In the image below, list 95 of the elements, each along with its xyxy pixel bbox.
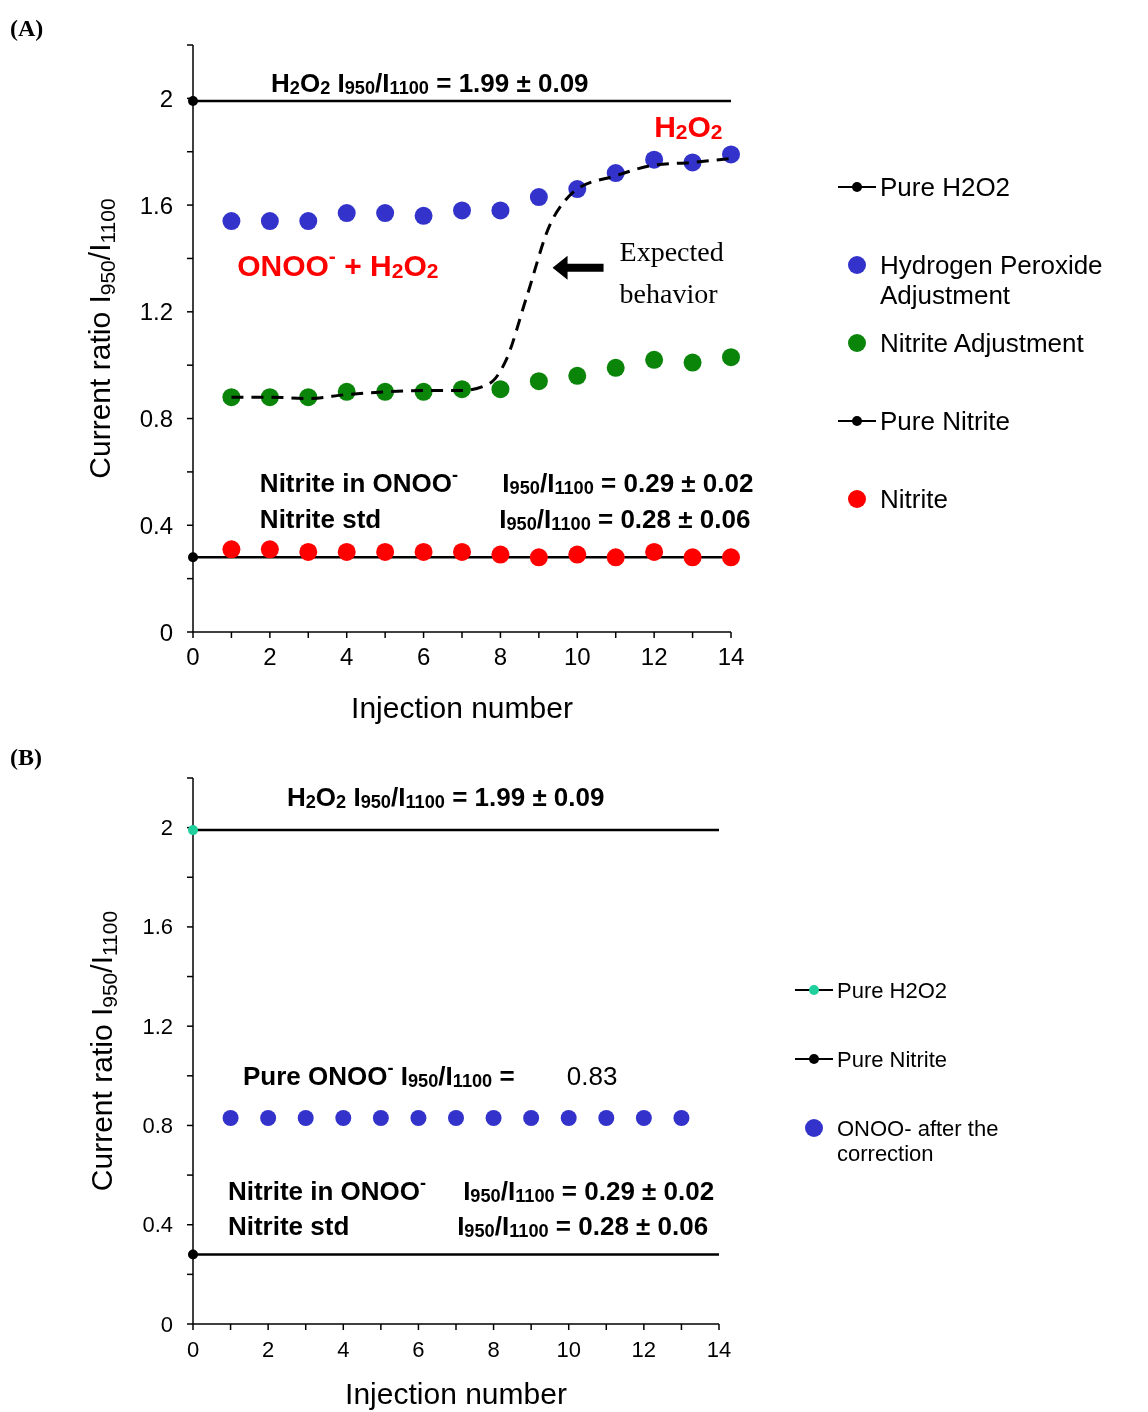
annotation: ONOO$^{-}$ + H$_{2}$O$_{2}$	[237, 243, 439, 282]
point	[529, 188, 548, 207]
x-tick-label: 0	[186, 643, 200, 670]
legend-label: Nitrite Adjustment	[880, 328, 1085, 358]
point	[598, 1110, 615, 1126]
y-tick-label: 1.2	[139, 298, 173, 326]
legend-label: Pure Nitrite	[880, 406, 1011, 436]
point	[188, 552, 198, 563]
x-tick-label: 2	[262, 1337, 275, 1362]
legend-label: ONOO- after the correction	[837, 1115, 999, 1166]
point	[645, 542, 664, 561]
legend-label: Pure Nitrite	[837, 1046, 948, 1072]
x-tick-label: 14	[717, 643, 745, 670]
x-tick-label: 12	[640, 643, 668, 670]
point	[491, 380, 510, 399]
point	[222, 1110, 239, 1126]
point	[260, 212, 279, 231]
y-tick-label: 0.4	[142, 1212, 173, 1238]
point	[453, 201, 471, 220]
point	[722, 348, 740, 367]
point	[485, 1110, 502, 1126]
legend-label: Hydrogen Peroxide Adjustment	[880, 250, 1103, 310]
x-tick-label: 2	[263, 643, 277, 670]
legend-label: Pure H2O2	[880, 172, 1011, 202]
y-tick-label: 1.2	[142, 1013, 173, 1039]
y-tick-label: 2	[159, 84, 173, 112]
y-tick-label: 2	[160, 815, 173, 841]
y-tick-label: 0.8	[142, 1112, 173, 1138]
point	[299, 542, 318, 561]
chart-title: (A)	[10, 15, 44, 41]
point	[222, 540, 241, 559]
point	[722, 145, 740, 164]
point	[260, 1110, 277, 1126]
point	[606, 358, 625, 377]
x-tick-label: 10	[556, 1337, 581, 1362]
point	[645, 350, 664, 369]
point	[491, 545, 510, 564]
x-tick-label: 4	[337, 1337, 350, 1362]
x-tick-label: 6	[412, 1337, 425, 1362]
point	[222, 212, 241, 231]
point	[448, 1110, 464, 1126]
point	[568, 366, 587, 385]
y-tick-label: 1.6	[139, 191, 173, 219]
point	[372, 1110, 389, 1126]
annotation: Nitrite in ONOO$^{-}$	[227, 1172, 427, 1206]
annotation: H$_{2}$O$_{2}$	[654, 109, 723, 144]
y-tick-label: 0.4	[139, 511, 173, 539]
point	[673, 1110, 690, 1126]
point	[414, 542, 433, 561]
point	[335, 1110, 352, 1126]
annotation: 0.83	[566, 1060, 618, 1091]
chart-title: (B)	[10, 744, 42, 770]
x-axis-title: Injection number	[351, 691, 573, 724]
legend-label: Nitrite	[880, 484, 948, 514]
point	[560, 1110, 577, 1126]
legend-label: Pure H2O2	[837, 977, 948, 1003]
y-tick-label: 0	[160, 1311, 173, 1337]
point	[635, 1110, 652, 1126]
y-tick-label: 0	[159, 618, 173, 646]
point	[529, 548, 548, 567]
point	[683, 548, 702, 567]
point	[297, 1110, 314, 1126]
point	[568, 545, 587, 564]
point	[606, 548, 625, 567]
annotation: Nitrite std	[227, 1210, 350, 1241]
x-tick-label: 12	[631, 1337, 657, 1362]
point	[410, 1110, 427, 1126]
point	[337, 542, 356, 561]
point	[337, 204, 356, 223]
annotation: Expected behavior	[619, 235, 724, 309]
x-tick-label: 6	[416, 643, 431, 670]
x-tick-label: 0	[186, 1337, 200, 1362]
x-tick-label: 8	[487, 1337, 500, 1362]
point	[645, 150, 664, 169]
point	[453, 542, 471, 561]
x-axis-title: Injection number	[345, 1377, 567, 1410]
x-tick-label: 10	[563, 643, 591, 670]
point	[188, 1249, 198, 1260]
y-tick-label: 0.8	[139, 405, 173, 433]
point	[683, 353, 702, 372]
x-tick-label: 8	[493, 643, 508, 670]
point	[722, 548, 740, 567]
point	[491, 201, 510, 220]
x-tick-label: 14	[706, 1337, 732, 1362]
point	[260, 540, 279, 559]
point	[523, 1110, 540, 1126]
annotation: Nitrite in ONOO$^{-}$	[259, 464, 459, 498]
x-tick-label: 4	[340, 643, 354, 670]
point	[414, 206, 433, 225]
point	[376, 542, 395, 561]
y-tick-label: 1.6	[142, 914, 173, 940]
point	[299, 212, 318, 231]
point	[529, 372, 548, 391]
annotation: Nitrite std	[259, 503, 382, 534]
point	[376, 204, 395, 223]
